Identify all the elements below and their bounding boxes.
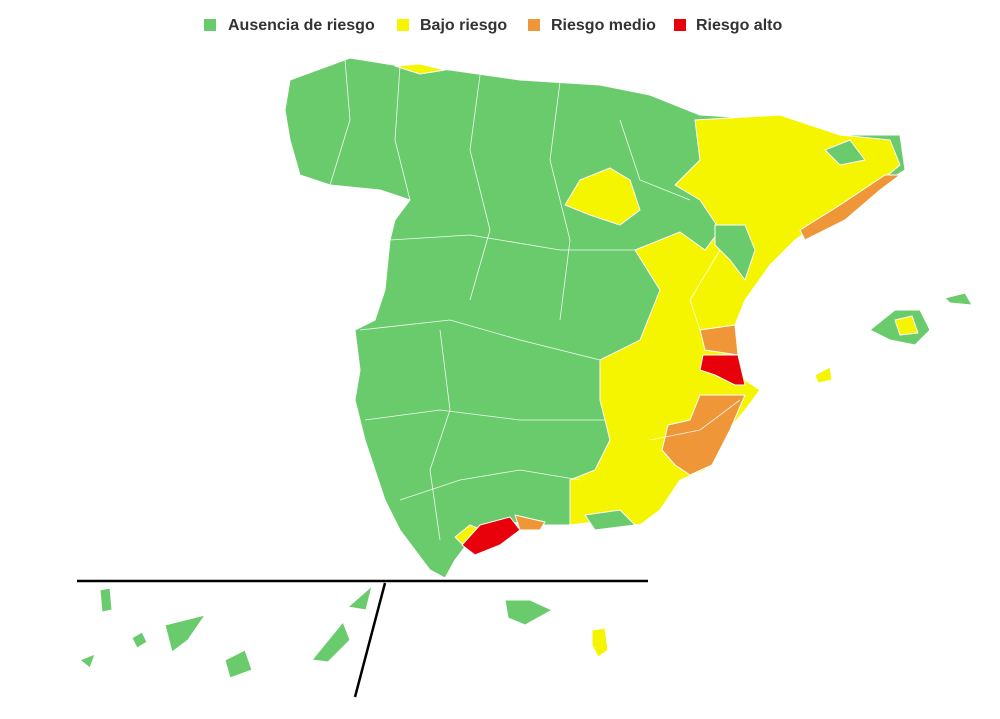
island (814, 366, 833, 384)
region (699, 354, 746, 386)
regions (79, 57, 973, 679)
separator-line (353, 582, 387, 698)
region (699, 324, 739, 356)
island (79, 653, 96, 669)
island (164, 614, 206, 653)
region (661, 394, 746, 476)
legend-label: Riesgo medio (551, 17, 656, 34)
legend-label: Bajo riesgo (420, 17, 507, 34)
region (461, 516, 521, 556)
province-borders (329, 59, 741, 541)
legend: Ausencia de riesgo Bajo riesgo Riesgo me… (204, 17, 782, 34)
island (944, 292, 973, 306)
region (504, 599, 553, 626)
legend-swatch (674, 19, 686, 31)
island (311, 621, 351, 663)
region (584, 509, 636, 531)
region (824, 139, 866, 166)
region (394, 63, 446, 75)
region (894, 315, 919, 336)
legend-swatch (397, 19, 409, 31)
legend-label: Riesgo alto (696, 17, 782, 34)
island (99, 587, 113, 613)
region (564, 167, 641, 226)
region (714, 224, 756, 281)
region (514, 514, 546, 531)
island (224, 649, 253, 679)
region (591, 627, 609, 658)
island (131, 631, 148, 649)
legend-swatch (204, 19, 216, 31)
legend-swatch (528, 19, 540, 31)
island (347, 585, 373, 611)
region (799, 174, 901, 241)
legend-label: Ausencia de riesgo (228, 17, 375, 34)
